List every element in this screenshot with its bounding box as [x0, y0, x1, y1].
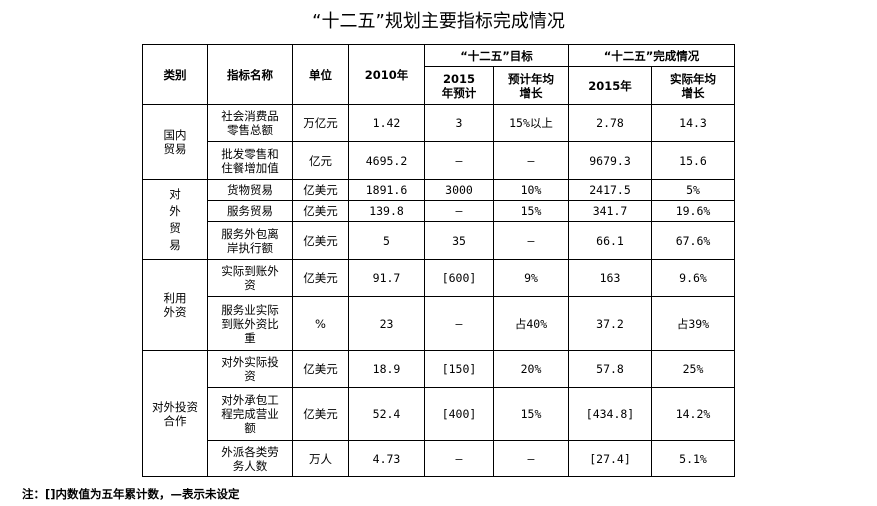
table-row: 批发零售和住餐增加值 亿元 4695.2 — — 9679.3 15.6 [143, 141, 735, 180]
actual-2015: 2.78 [568, 104, 652, 142]
target-growth: 15% [493, 387, 569, 441]
target-growth: 20% [493, 350, 569, 388]
unit-cell: 亿元 [292, 141, 349, 180]
header-2010: 2010年 [348, 44, 425, 105]
header-target-growth: 预计年均增长 [493, 66, 569, 105]
header-actual-group: “十二五”完成情况 [568, 44, 735, 67]
category-cell: 对外贸易 [142, 179, 208, 260]
actual-2015: [434.8] [568, 387, 652, 441]
actual-growth: 占39% [651, 296, 735, 351]
value-2010: 1891.6 [348, 179, 425, 201]
table-row: 国内贸易 社会消费品零售总额 万亿元 1.42 3 15%以上 2.78 14.… [142, 104, 735, 180]
value-2010: 91.7 [348, 259, 425, 297]
target-2015: 3 [424, 104, 494, 142]
value-2010: 5 [348, 221, 425, 260]
header-category: 类别 [142, 44, 208, 105]
header-name: 指标名称 [207, 44, 293, 105]
table-row: 对外承包工程完成营业额 亿美元 52.4 [400] 15% [434.8] 1… [143, 387, 735, 441]
target-2015: [400] [424, 387, 494, 441]
target-2015: 3000 [424, 179, 494, 201]
actual-growth: 14.3 [651, 104, 735, 142]
actual-growth: 9.6% [651, 259, 735, 297]
value-2010: 23 [348, 296, 425, 351]
actual-growth: 5.1% [651, 440, 735, 477]
actual-growth: 15.6 [651, 141, 735, 180]
unit-cell: 亿美元 [292, 259, 349, 297]
target-2015: — [424, 296, 494, 351]
table-row: 服务业实际到账外资比重 % 23 — 占40% 37.2 占39% [143, 296, 735, 351]
unit-cell: 亿美元 [292, 221, 349, 260]
target-2015: [150] [424, 350, 494, 388]
indicator-name: 批发零售和住餐增加值 [207, 141, 293, 180]
indicator-name: 货物贸易 [207, 179, 293, 201]
target-2015: — [424, 200, 494, 222]
header-unit: 单位 [292, 44, 349, 105]
indicator-name: 外派各类劳务人数 [207, 440, 293, 477]
target-growth: 15% [493, 200, 569, 222]
actual-2015: 2417.5 [568, 179, 652, 201]
indicator-name: 服务外包离岸执行额 [207, 221, 293, 260]
actual-2015: [27.4] [568, 440, 652, 477]
unit-cell: 万亿元 [292, 104, 349, 142]
unit-cell: 亿美元 [292, 387, 349, 441]
actual-2015: 341.7 [568, 200, 652, 222]
target-growth: 9% [493, 259, 569, 297]
category-cell: 国内贸易 [142, 104, 208, 180]
actual-2015: 57.8 [568, 350, 652, 388]
actual-2015: 9679.3 [568, 141, 652, 180]
target-growth: — [493, 440, 569, 477]
indicator-name: 对外承包工程完成营业额 [207, 387, 293, 441]
indicator-name: 社会消费品零售总额 [207, 104, 293, 142]
footnote: 注：[]内数值为五年累计数，—表示未设定 [22, 487, 240, 501]
actual-2015: 66.1 [568, 221, 652, 260]
value-2010: 18.9 [348, 350, 425, 388]
value-2010: 1.42 [348, 104, 425, 142]
table-row: 服务贸易 亿美元 139.8 — 15% 341.7 19.6% [143, 200, 735, 222]
category-cell: 利用外资 [142, 259, 208, 351]
unit-cell: % [292, 296, 349, 351]
header-actual-growth: 实际年均增长 [651, 66, 735, 105]
indicator-name: 服务业实际到账外资比重 [207, 296, 293, 351]
header-target-2015: 2015年预计 [424, 66, 494, 105]
header-actual-2015: 2015年 [568, 66, 652, 105]
target-2015: — [424, 141, 494, 180]
actual-2015: 37.2 [568, 296, 652, 351]
actual-growth: 5% [651, 179, 735, 201]
value-2010: 139.8 [348, 200, 425, 222]
indicator-table: 类别 指标名称 单位 2010年 “十二五”目标 “十二五”完成情况 2015年… [142, 44, 735, 477]
indicator-name: 服务贸易 [207, 200, 293, 222]
target-growth: 10% [493, 179, 569, 201]
indicator-name: 对外实际投资 [207, 350, 293, 388]
target-growth: — [493, 221, 569, 260]
table-row: 利用外资 实际到账外资 亿美元 91.7 [600] 9% 163 9.6% [142, 259, 735, 351]
table-row: 服务外包离岸执行额 亿美元 5 35 — 66.1 67.6% [143, 221, 735, 260]
target-growth: 15%以上 [493, 104, 569, 142]
unit-cell: 亿美元 [292, 179, 349, 201]
target-2015: 35 [424, 221, 494, 260]
actual-growth: 14.2% [651, 387, 735, 441]
header-target-group: “十二五”目标 [424, 44, 569, 67]
category-cell: 对外投资合作 [142, 350, 208, 477]
page-title: “十二五”规划主要指标完成情况 [312, 11, 565, 32]
target-2015: [600] [424, 259, 494, 297]
value-2010: 4.73 [348, 440, 425, 477]
unit-cell: 万人 [292, 440, 349, 477]
target-growth: — [493, 141, 569, 180]
actual-growth: 67.6% [651, 221, 735, 260]
value-2010: 4695.2 [348, 141, 425, 180]
table-row: 外派各类劳务人数 万人 4.73 — — [27.4] 5.1% [143, 440, 735, 477]
value-2010: 52.4 [348, 387, 425, 441]
target-growth: 占40% [493, 296, 569, 351]
actual-growth: 25% [651, 350, 735, 388]
table-row: 对外贸易 货物贸易 亿美元 1891.6 3000 10% 2417.5 5% [142, 179, 735, 260]
table-row: 对外投资合作 对外实际投资 亿美元 18.9 [150] 20% 57.8 25… [142, 350, 735, 477]
indicator-name: 实际到账外资 [207, 259, 293, 297]
actual-growth: 19.6% [651, 200, 735, 222]
unit-cell: 亿美元 [292, 350, 349, 388]
unit-cell: 亿美元 [292, 200, 349, 222]
target-2015: — [424, 440, 494, 477]
actual-2015: 163 [568, 259, 652, 297]
